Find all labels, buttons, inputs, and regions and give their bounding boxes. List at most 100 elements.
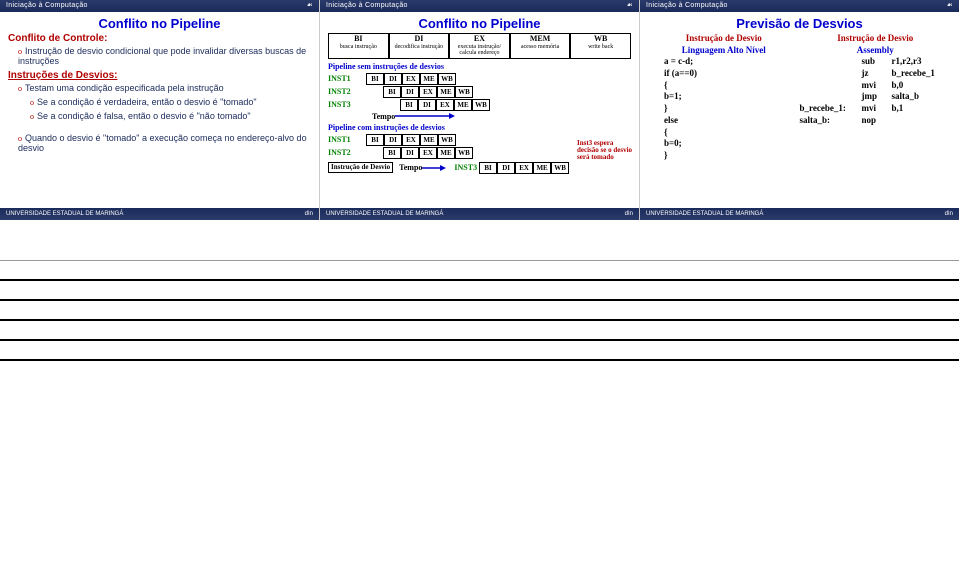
line: oSe a condição é falsa, então o desvio é… [30,111,311,121]
heading-desvios: Instruções de Desvios: [8,70,311,81]
stage-box: EX [436,99,454,111]
stage-box: WB [455,86,473,98]
stage-bi: BIbusca instrução [328,33,389,59]
stage-box: DI [497,162,515,174]
pipeline-row: INST2 BIDIEXMEWB [328,86,631,98]
stage-box: EX [419,86,437,98]
stage-box: BI [383,86,401,98]
stage-box: ME [454,99,472,111]
topbar-left: Iniciação à Computação [646,0,728,12]
code-block-hl: a = c-d;if (a==0){ b=1;}else{ b=0;} [664,56,800,161]
branch-row: Instrução de Desvio Tempo INST3 BIDIEXME… [328,162,631,174]
col-assembly: Instrução de Desvio Assembly subr1,r2,r3… [800,33,952,162]
code-block-asm: subr1,r2,r3jzb_recebe_1mvib,0jmpsalta_bb… [800,56,952,126]
section-no-branch: Pipeline sem instruções de desvios [328,62,631,71]
code-line: salta_b:nop [800,115,952,127]
stage-box: BI [366,134,384,146]
stage-box: BI [366,73,384,85]
code-line: { [664,127,800,139]
bottombar: UNIVERSIDADE ESTADUAL DE MARINGÁ dIn [640,208,959,220]
stage-box: BI [400,99,418,111]
code-line: if (a==0) [664,68,800,80]
code-line: mvib,0 [800,80,952,92]
head1: Instrução de Desvio [800,33,952,45]
topbar-left: Iniciação à Computação [6,0,88,12]
slides-row: Iniciação à Computação ☙ Conflito no Pip… [0,0,959,220]
bottombar: UNIVERSIDADE ESTADUAL DE MARINGÁ dIn [0,208,319,220]
code-line: b_recebe_1:mvib,1 [800,103,952,115]
code-line: a = c-d; [664,56,800,68]
arrow-icon [395,112,455,120]
bullet: o [18,84,22,93]
stage-box: WB [455,147,473,159]
stage-box: DI [384,73,402,85]
topbar-left: Iniciação à Computação [326,0,408,12]
bottombar-left: UNIVERSIDADE ESTADUAL DE MARINGÁ [326,208,443,220]
bottombar: UNIVERSIDADE ESTADUAL DE MARINGÁ dIn [320,208,639,220]
stage-box: ME [420,73,438,85]
topbar-right: ☙ [306,0,313,12]
line: oTestam uma condição especificada pela i… [18,83,311,93]
code-line: jzb_recebe_1 [800,68,952,80]
stage-box: EX [515,162,533,174]
line: oQuando o desvio é "tomado" a execução c… [18,133,311,153]
code-line: b=1; [664,91,800,103]
stage-header: BIbusca instrução DIdecodifica instrução… [328,33,631,59]
stage-box: EX [419,147,437,159]
slide-3-content: Previsão de Desvios Instrução de Desvio … [640,12,959,176]
stage-box: DI [401,86,419,98]
head2: Assembly [800,45,952,57]
slide-2-content: Conflito no Pipeline BIbusca instrução D… [320,12,639,188]
head2: Linguagem Alto Nível [648,45,800,57]
inst-name: INST2 [328,148,366,157]
line: oSe a condição é verdadeira, então o des… [30,97,311,107]
stage-box: WB [551,162,569,174]
slide-3-title: Previsão de Desvios [648,16,951,31]
topbar: Iniciação à Computação ☙ [320,0,639,12]
stage-box: WB [438,73,456,85]
stage-box: EX [402,73,420,85]
pipeline-1: INST1BIDIEXMEWBINST2BIDIEXMEWBINST3BIDIE… [328,73,631,111]
col-highlevel: Instrução de Desvio Linguagem Alto Nível… [648,33,800,162]
topbar: Iniciação à Computação ☙ [640,0,959,12]
topbar-right: ☙ [946,0,953,12]
stage-box: ME [420,134,438,146]
inst3-delayed: INST3 [454,163,477,172]
slide-2-title: Conflito no Pipeline [328,16,631,31]
pipeline-row: INST3BIDIEXMEWB [328,99,631,111]
line: oInstrução de desvio condicional que pod… [18,46,311,66]
inst-name: INST1 [328,74,366,83]
stage-box: ME [437,86,455,98]
code-columns: Instrução de Desvio Linguagem Alto Nível… [648,33,951,162]
stage-box: ME [437,147,455,159]
section-with-branch: Pipeline com instruções de desvios [328,123,631,132]
stage-box: WB [438,134,456,146]
tempo-label: Tempo [399,163,422,172]
bottombar-right: dIn [625,208,633,220]
stage-box: BI [479,162,497,174]
inst3-stages: BIDIEXMEWB [479,162,569,174]
pipeline-row: INST1BIDIEXMEWB [328,73,631,85]
bottombar-right: dIn [305,208,313,220]
stage-box: BI [383,147,401,159]
bullet: o [30,112,34,121]
tempo-label: Tempo [372,112,395,121]
code-line: jmpsalta_b [800,91,952,103]
slide-1: Iniciação à Computação ☙ Conflito no Pip… [0,0,320,220]
code-line: subr1,r2,r3 [800,56,952,68]
inst-name: INST2 [328,87,366,96]
code-line: b=0; [664,138,800,150]
stage-wb: WBwrite back [570,33,631,59]
stage-box: DI [401,147,419,159]
inst-name: INST1 [328,135,366,144]
topbar: Iniciação à Computação ☙ [0,0,319,12]
bottombar-left: UNIVERSIDADE ESTADUAL DE MARINGÁ [6,208,123,220]
slide-2: Iniciação à Computação ☙ Conflito no Pip… [320,0,640,220]
stage-box: DI [418,99,436,111]
branch-inst-box: Instrução de Desvio [328,162,393,173]
arrow-icon [422,164,446,172]
topbar-right: ☙ [626,0,633,12]
code-line: } [664,103,800,115]
bottombar-right: dIn [945,208,953,220]
inst-name: INST3 [328,100,366,109]
